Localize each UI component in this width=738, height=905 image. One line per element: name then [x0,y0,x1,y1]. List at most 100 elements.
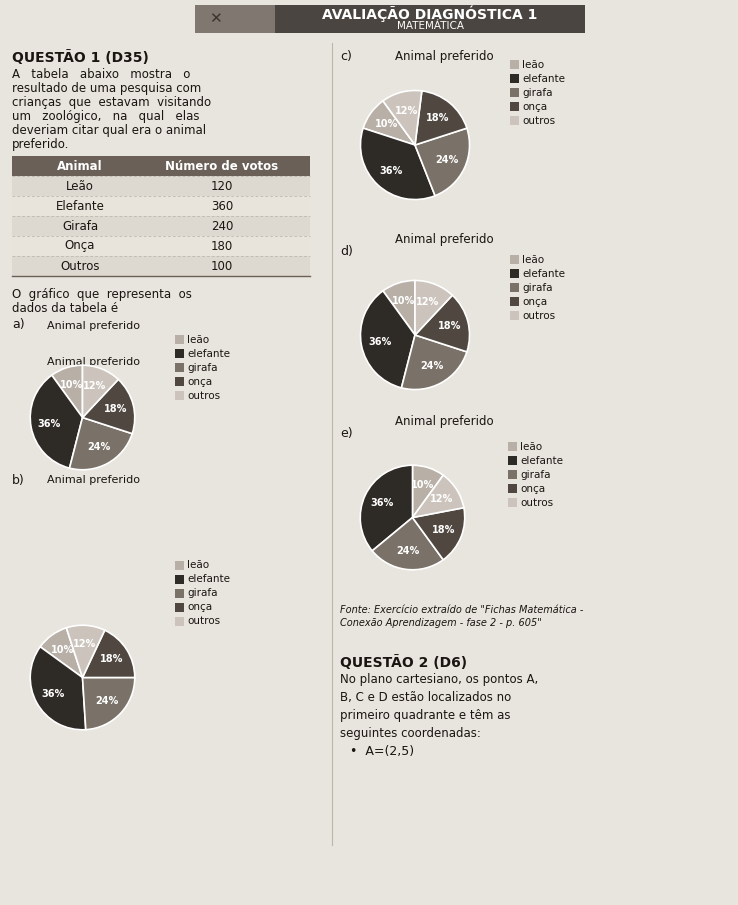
FancyBboxPatch shape [275,5,585,33]
Text: girafa: girafa [522,283,553,293]
Text: QUESTÃO 1 (D35): QUESTÃO 1 (D35) [12,50,149,65]
Text: 24%: 24% [435,155,459,165]
FancyBboxPatch shape [510,61,519,70]
Text: Elefante: Elefante [55,199,105,213]
Text: 12%: 12% [83,381,106,391]
Wedge shape [52,366,83,417]
Text: 12%: 12% [430,494,453,504]
Wedge shape [83,366,118,417]
Text: 36%: 36% [370,498,393,508]
Text: Animal preferido: Animal preferido [395,50,494,63]
FancyBboxPatch shape [510,298,519,307]
Text: 36%: 36% [41,689,64,699]
Text: 18%: 18% [104,404,127,414]
Text: 360: 360 [211,199,233,213]
Wedge shape [360,291,415,388]
Text: outros: outros [522,311,555,321]
Text: 10%: 10% [393,296,415,306]
Text: 12%: 12% [395,106,418,116]
FancyBboxPatch shape [175,349,184,358]
Text: girafa: girafa [187,363,218,373]
Text: onça: onça [522,102,547,112]
Text: onça: onça [187,377,212,387]
Text: deveriam citar qual era o animal: deveriam citar qual era o animal [12,124,206,137]
Text: 180: 180 [211,240,233,252]
FancyBboxPatch shape [508,443,517,452]
Wedge shape [415,129,469,195]
Wedge shape [383,281,415,335]
FancyBboxPatch shape [175,616,184,625]
Wedge shape [66,625,105,678]
Text: girafa: girafa [187,588,218,598]
Text: 12%: 12% [73,639,96,649]
Text: 24%: 24% [96,696,119,706]
Text: leão: leão [522,255,544,265]
Wedge shape [383,90,422,145]
Text: 36%: 36% [38,419,61,429]
Text: O  gráfico  que  representa  os: O gráfico que representa os [12,288,192,301]
FancyBboxPatch shape [510,74,519,83]
Text: outros: outros [520,498,553,508]
Text: Animal preferido: Animal preferido [47,475,140,485]
FancyBboxPatch shape [12,236,310,256]
Text: elefante: elefante [187,349,230,359]
Wedge shape [415,295,469,352]
FancyBboxPatch shape [510,89,519,98]
Text: •  A=(2,5): • A=(2,5) [350,745,414,758]
Wedge shape [360,129,435,199]
Text: elefante: elefante [520,456,563,466]
FancyBboxPatch shape [510,255,519,264]
FancyBboxPatch shape [175,336,184,345]
Text: 10%: 10% [411,481,435,491]
FancyBboxPatch shape [510,102,519,111]
Text: leão: leão [187,560,209,570]
FancyBboxPatch shape [510,311,519,320]
FancyBboxPatch shape [508,471,517,480]
FancyBboxPatch shape [175,377,184,386]
FancyBboxPatch shape [12,216,310,236]
Text: Número de votos: Número de votos [165,159,278,173]
Wedge shape [83,379,135,433]
Text: No plano cartesiano, os pontos A,
B, C e D estão localizados no
primeiro quadran: No plano cartesiano, os pontos A, B, C e… [340,673,538,740]
Text: MATEMÁTICA: MATEMÁTICA [396,21,463,31]
Text: 240: 240 [211,220,233,233]
Text: 10%: 10% [61,380,83,390]
Text: outros: outros [187,616,220,626]
Text: 10%: 10% [51,645,74,655]
FancyBboxPatch shape [12,176,310,196]
Text: 24%: 24% [87,443,111,452]
Text: 18%: 18% [100,654,123,664]
Wedge shape [360,465,413,551]
Wedge shape [30,376,83,468]
Text: outros: outros [187,391,220,401]
Wedge shape [415,281,452,335]
Text: Girafa: Girafa [62,220,98,233]
Text: resultado de uma pesquisa com: resultado de uma pesquisa com [12,82,201,95]
Text: um   zoológico,   na   qual   elas: um zoológico, na qual elas [12,110,199,123]
Wedge shape [83,678,135,729]
Text: 10%: 10% [375,119,398,129]
Text: Animal: Animal [57,159,103,173]
FancyBboxPatch shape [510,283,519,292]
FancyBboxPatch shape [175,603,184,612]
FancyBboxPatch shape [510,270,519,279]
Text: crianças  que  estavam  visitando: crianças que estavam visitando [12,96,211,109]
Wedge shape [413,465,444,518]
Text: onça: onça [187,602,212,612]
Text: leão: leão [522,60,544,70]
Text: girafa: girafa [522,88,553,98]
FancyBboxPatch shape [175,588,184,597]
FancyBboxPatch shape [12,196,310,216]
Text: QUESTÃO 2 (D6): QUESTÃO 2 (D6) [340,655,467,670]
Text: 120: 120 [211,179,233,193]
FancyBboxPatch shape [175,392,184,401]
Text: dados da tabela é: dados da tabela é [12,302,118,315]
Text: b): b) [12,474,25,487]
Text: 18%: 18% [432,525,456,535]
Text: 18%: 18% [426,113,449,123]
Text: girafa: girafa [520,470,551,480]
Wedge shape [69,417,132,470]
FancyBboxPatch shape [508,484,517,493]
Text: elefante: elefante [522,269,565,279]
Text: Animal preferido: Animal preferido [395,415,494,428]
